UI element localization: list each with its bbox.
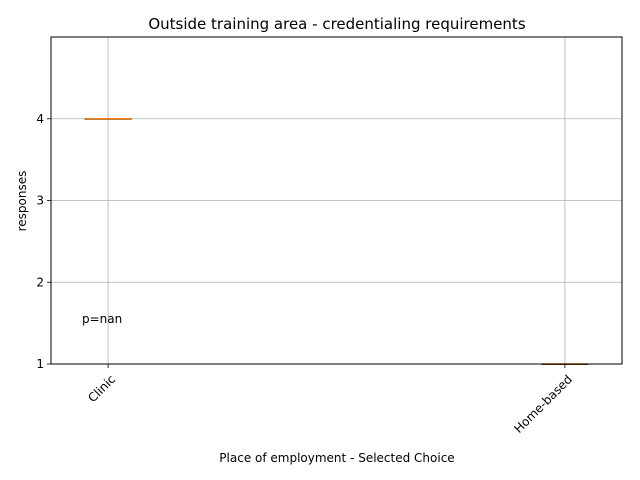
- y-tick-label: 1: [36, 357, 44, 371]
- p-value-annotation: p=nan: [82, 312, 122, 326]
- x-axis-label: Place of employment - Selected Choice: [219, 451, 454, 465]
- x-tick-label: Clinic: [85, 372, 118, 405]
- y-tick-label: 3: [36, 194, 44, 208]
- axis-ticks: 1 2 3 4 Clinic Home-based: [36, 112, 575, 436]
- y-axis-label: responses: [15, 171, 29, 232]
- grid-lines: [51, 37, 622, 365]
- x-tick-label: Home-based: [511, 372, 575, 436]
- chart-title: Outside training area - credentialing re…: [148, 15, 525, 33]
- y-tick-label: 2: [36, 275, 44, 289]
- y-tick-label: 4: [36, 112, 44, 126]
- boxes-layer: [84, 118, 589, 365]
